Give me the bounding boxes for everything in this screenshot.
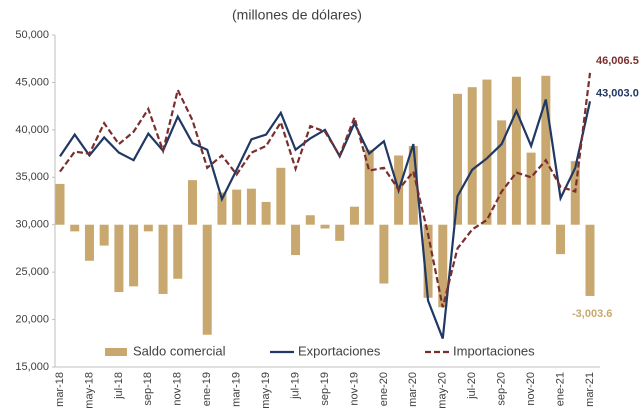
bar (246, 188, 256, 225)
bar (143, 224, 153, 232)
bar (423, 224, 433, 298)
bar (408, 145, 418, 225)
legend-label: Exportaciones (298, 343, 381, 358)
bar (497, 120, 507, 225)
bar (202, 224, 212, 335)
bar (232, 189, 242, 225)
data-label: 43,003.0 (596, 87, 639, 99)
legend-item: Saldo comercial (105, 343, 226, 358)
bar (217, 192, 227, 225)
bar (526, 152, 536, 225)
bar (541, 75, 551, 225)
x-tick-label: sep-20 (496, 372, 508, 406)
x-tick-label: nov-18 (172, 372, 184, 406)
bar (55, 183, 65, 225)
bar (70, 224, 80, 232)
bar (335, 224, 345, 241)
legend-label: Saldo comercial (133, 343, 226, 358)
line (59, 72, 592, 308)
bar (556, 224, 566, 255)
x-tick-label: mar-19 (231, 372, 243, 407)
bar (453, 93, 462, 225)
x-tick-label: nov-20 (525, 372, 537, 406)
bar (99, 224, 109, 246)
y-tick-label: 25,000 (15, 266, 49, 278)
x-tick-label: mar-20 (407, 372, 419, 407)
y-tick-label: 45,000 (15, 76, 49, 88)
bar (291, 224, 301, 256)
bar (438, 224, 448, 308)
x-tick-label: sep-18 (142, 372, 154, 406)
bar (349, 206, 359, 225)
bar (261, 201, 271, 225)
bar (364, 149, 374, 225)
x-tick-label: ene-21 (554, 372, 566, 406)
data-label: -3,003.6 (572, 308, 612, 320)
bar (129, 224, 139, 287)
bar (379, 224, 389, 284)
x-tick-label: ene-20 (378, 372, 390, 406)
x-tick-label: nov-19 (348, 372, 360, 406)
x-tick-label: may-20 (437, 372, 449, 409)
data-label: 46,006.5 (596, 55, 639, 67)
y-tick-label: 20,000 (15, 313, 49, 325)
x-tick-label: jul-20 (466, 372, 478, 400)
x-tick-label: mar-18 (54, 372, 66, 407)
y-tick-label: 30,000 (15, 219, 49, 231)
bar (173, 224, 183, 279)
chart-title: (millones de dólares) (232, 7, 362, 23)
bar (467, 87, 477, 225)
bar (585, 224, 595, 296)
line (59, 99, 592, 339)
x-tick-label: sep-19 (319, 372, 331, 406)
x-tick-label: mar-21 (584, 372, 596, 407)
y-tick-label: 40,000 (15, 124, 49, 136)
bar (114, 224, 124, 293)
x-tick-label: jul-18 (113, 372, 125, 400)
x-tick-label: ene-19 (201, 372, 213, 406)
bar (158, 224, 168, 294)
x-tick-label: may-18 (83, 372, 95, 409)
x-tick-label: may-19 (260, 372, 272, 409)
legend-item: Exportaciones (270, 343, 381, 358)
y-tick-label: 15,000 (15, 361, 49, 373)
bar (188, 180, 197, 225)
y-tick-label: 35,000 (15, 171, 49, 183)
bar (84, 224, 94, 261)
y-tick-label: 50,000 (15, 29, 49, 41)
bar (276, 167, 286, 225)
bar (482, 79, 492, 225)
bar (570, 161, 580, 225)
bar (305, 215, 315, 225)
x-tick-label: jul-19 (289, 372, 301, 400)
legend-swatch (105, 348, 127, 356)
legend-label: Importaciones (453, 343, 535, 358)
legend-item: Importaciones (425, 343, 535, 358)
bar (511, 76, 521, 225)
bar (320, 224, 330, 229)
